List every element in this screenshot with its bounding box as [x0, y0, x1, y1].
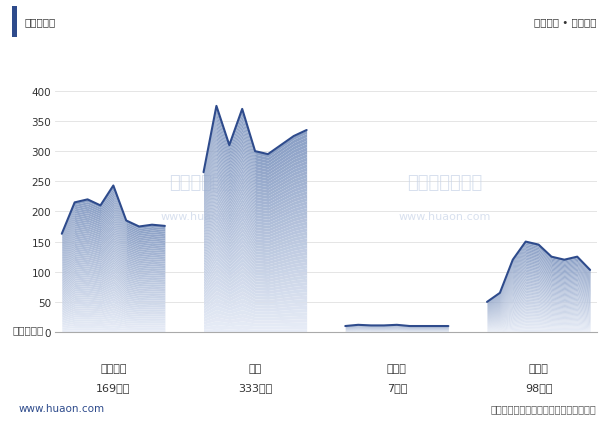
Text: 专业严谨 • 客观科学: 专业严谨 • 客观科学 [534, 17, 597, 27]
Text: 财产保险: 财产保险 [100, 363, 127, 373]
Text: 资料来源：保监会；华经产业研究院整理: 资料来源：保监会；华经产业研究院整理 [491, 403, 597, 413]
Text: 98亿元: 98亿元 [525, 382, 552, 392]
Text: 2016-2024年1-7月内蒙古保险分险种收入统计: 2016-2024年1-7月内蒙古保险分险种收入统计 [173, 57, 442, 75]
Text: 华经产业研究院: 华经产业研究院 [169, 174, 245, 192]
Text: 华经情报网: 华经情报网 [25, 17, 56, 27]
Text: www.huaon.com: www.huaon.com [18, 403, 105, 413]
Text: 7亿元: 7亿元 [387, 382, 407, 392]
Text: 寿险: 寿险 [248, 363, 262, 373]
Text: 华经产业研究院: 华经产业研究院 [407, 174, 483, 192]
Text: 健康险: 健康险 [529, 363, 549, 373]
Bar [12, 7, 17, 38]
Text: 单位：亿元: 单位：亿元 [12, 325, 44, 334]
Text: 333亿元: 333亿元 [238, 382, 272, 392]
Text: www.huaon.com: www.huaon.com [399, 212, 491, 222]
Text: 169亿元: 169亿元 [96, 382, 130, 392]
Text: 意外险: 意外险 [387, 363, 407, 373]
Text: www.huaon.com: www.huaon.com [161, 212, 253, 222]
